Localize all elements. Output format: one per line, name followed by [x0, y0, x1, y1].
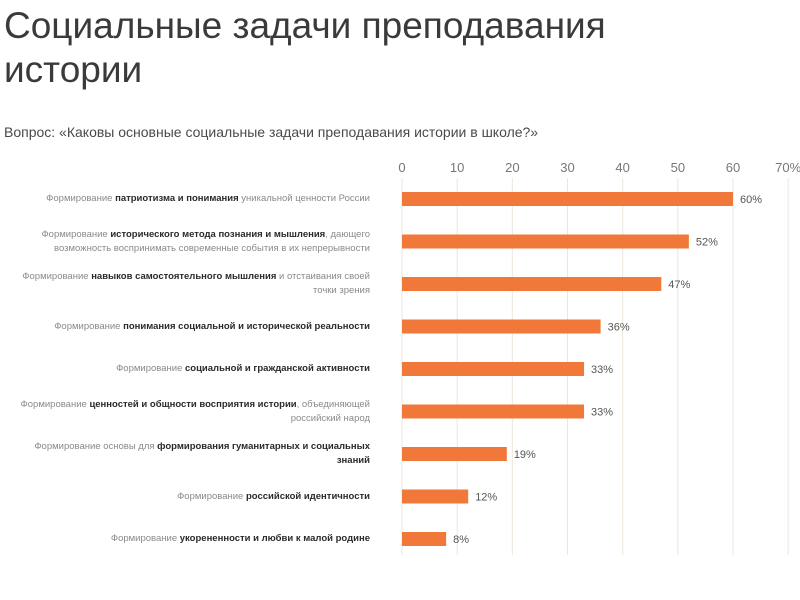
value-label: 33% [591, 364, 613, 376]
bar [402, 489, 469, 504]
category-label-line: Формирование российской идентичности [0, 490, 370, 504]
label-text: возможность воспринимать современные соб… [54, 242, 370, 254]
x-tick-label: 40 [615, 160, 629, 175]
value-label: 47% [668, 279, 690, 291]
label-text: российский народ [290, 412, 370, 424]
category-label-line: знаний [0, 454, 370, 468]
value-label: 12% [475, 492, 497, 504]
x-tick-label: 10 [450, 160, 464, 175]
category-label-line: Формирование ценностей и общности воспри… [0, 398, 370, 412]
label-text: Формирование [22, 271, 92, 282]
category-label: Формирование социальной и гражданской ак… [0, 362, 370, 376]
category-label: Формирование ценностей и общности воспри… [0, 398, 370, 426]
bar [402, 447, 507, 461]
category-label-line: Формирование исторического метода познан… [0, 228, 370, 242]
category-label-line: возможность воспринимать современные соб… [0, 242, 370, 256]
value-label: 8% [453, 534, 469, 546]
bar [402, 192, 733, 206]
value-label: 52% [696, 237, 718, 249]
bar [402, 319, 601, 334]
label-text: Формирование основы для [34, 441, 158, 452]
label-emphasis: понимания социальной и исторической реал… [123, 320, 370, 332]
category-label: Формирование навыков самостоятельного мы… [0, 270, 370, 298]
category-label-line: Формирование укорененности и любви к мал… [0, 532, 370, 546]
label-text: и отстаивания своей [276, 271, 370, 282]
label-text: Формирование [177, 490, 246, 502]
category-label-line: Формирование понимания социальной и исто… [0, 320, 370, 334]
bar [402, 277, 662, 291]
label-emphasis: ценностей и общности восприятия истории [89, 398, 297, 410]
x-tick-label: 70% [775, 160, 800, 175]
category-label-line: Формирование навыков самостоятельного мы… [0, 270, 370, 284]
label-emphasis: патриотизма и понимания [115, 193, 239, 204]
page-title: Социальные задачи преподавания истории [4, 5, 606, 90]
value-label: 36% [608, 322, 630, 334]
bar [402, 234, 689, 249]
label-text: точки зрения [313, 285, 370, 296]
value-label: 33% [591, 407, 613, 419]
label-text: , объединяющей [296, 398, 370, 410]
bar [402, 362, 585, 376]
label-emphasis: исторического метода познания и мышления [110, 228, 326, 240]
label-text: Формирование [110, 533, 180, 544]
survey-question: Вопрос: «Каковы основные социальные зада… [4, 124, 539, 140]
label-text: Формирование [46, 193, 116, 204]
category-label-line: точки зрения [0, 284, 370, 298]
category-label: Формирование понимания социальной и исто… [0, 320, 370, 334]
category-label-line: Формирование основы для формирования гум… [0, 440, 370, 454]
label-emphasis: знаний [336, 455, 370, 466]
bar [402, 404, 585, 419]
category-label-line: Формирование патриотизма и понимания уни… [0, 192, 370, 206]
bar [402, 532, 447, 546]
label-text: уникальной ценности России [238, 193, 370, 204]
label-text: , дающего [325, 228, 370, 240]
label-text: Формирование [41, 228, 111, 240]
label-text: Формирование [54, 320, 124, 332]
label-emphasis: социальной и гражданской активности [184, 363, 370, 374]
label-emphasis: формирования гуманитарных и социальных [157, 441, 370, 452]
value-label: 60% [740, 194, 762, 206]
label-text: Формирование [20, 398, 90, 410]
category-label: Формирование основы для формирования гум… [0, 440, 370, 468]
x-tick-label: 50 [671, 160, 685, 175]
label-emphasis: укорененности и любви к малой родине [179, 533, 370, 544]
label-emphasis: навыков самостоятельного мышления [91, 271, 277, 282]
category-label: Формирование исторического метода познан… [0, 228, 370, 256]
x-tick-label: 60 [726, 160, 740, 175]
x-tick-label: 0 [398, 160, 405, 175]
category-label: Формирование укорененности и любви к мал… [0, 532, 370, 546]
x-tick-label: 20 [505, 160, 519, 175]
label-text: Формирование [116, 363, 185, 374]
category-label-line: Формирование социальной и гражданской ак… [0, 362, 370, 376]
x-tick-label: 30 [560, 160, 574, 175]
label-emphasis: российской идентичности [245, 490, 370, 502]
value-label: 19% [514, 449, 536, 461]
category-label-line: российский народ [0, 412, 370, 426]
category-label: Формирование патриотизма и понимания уни… [0, 192, 370, 206]
category-label: Формирование российской идентичности [0, 490, 370, 504]
